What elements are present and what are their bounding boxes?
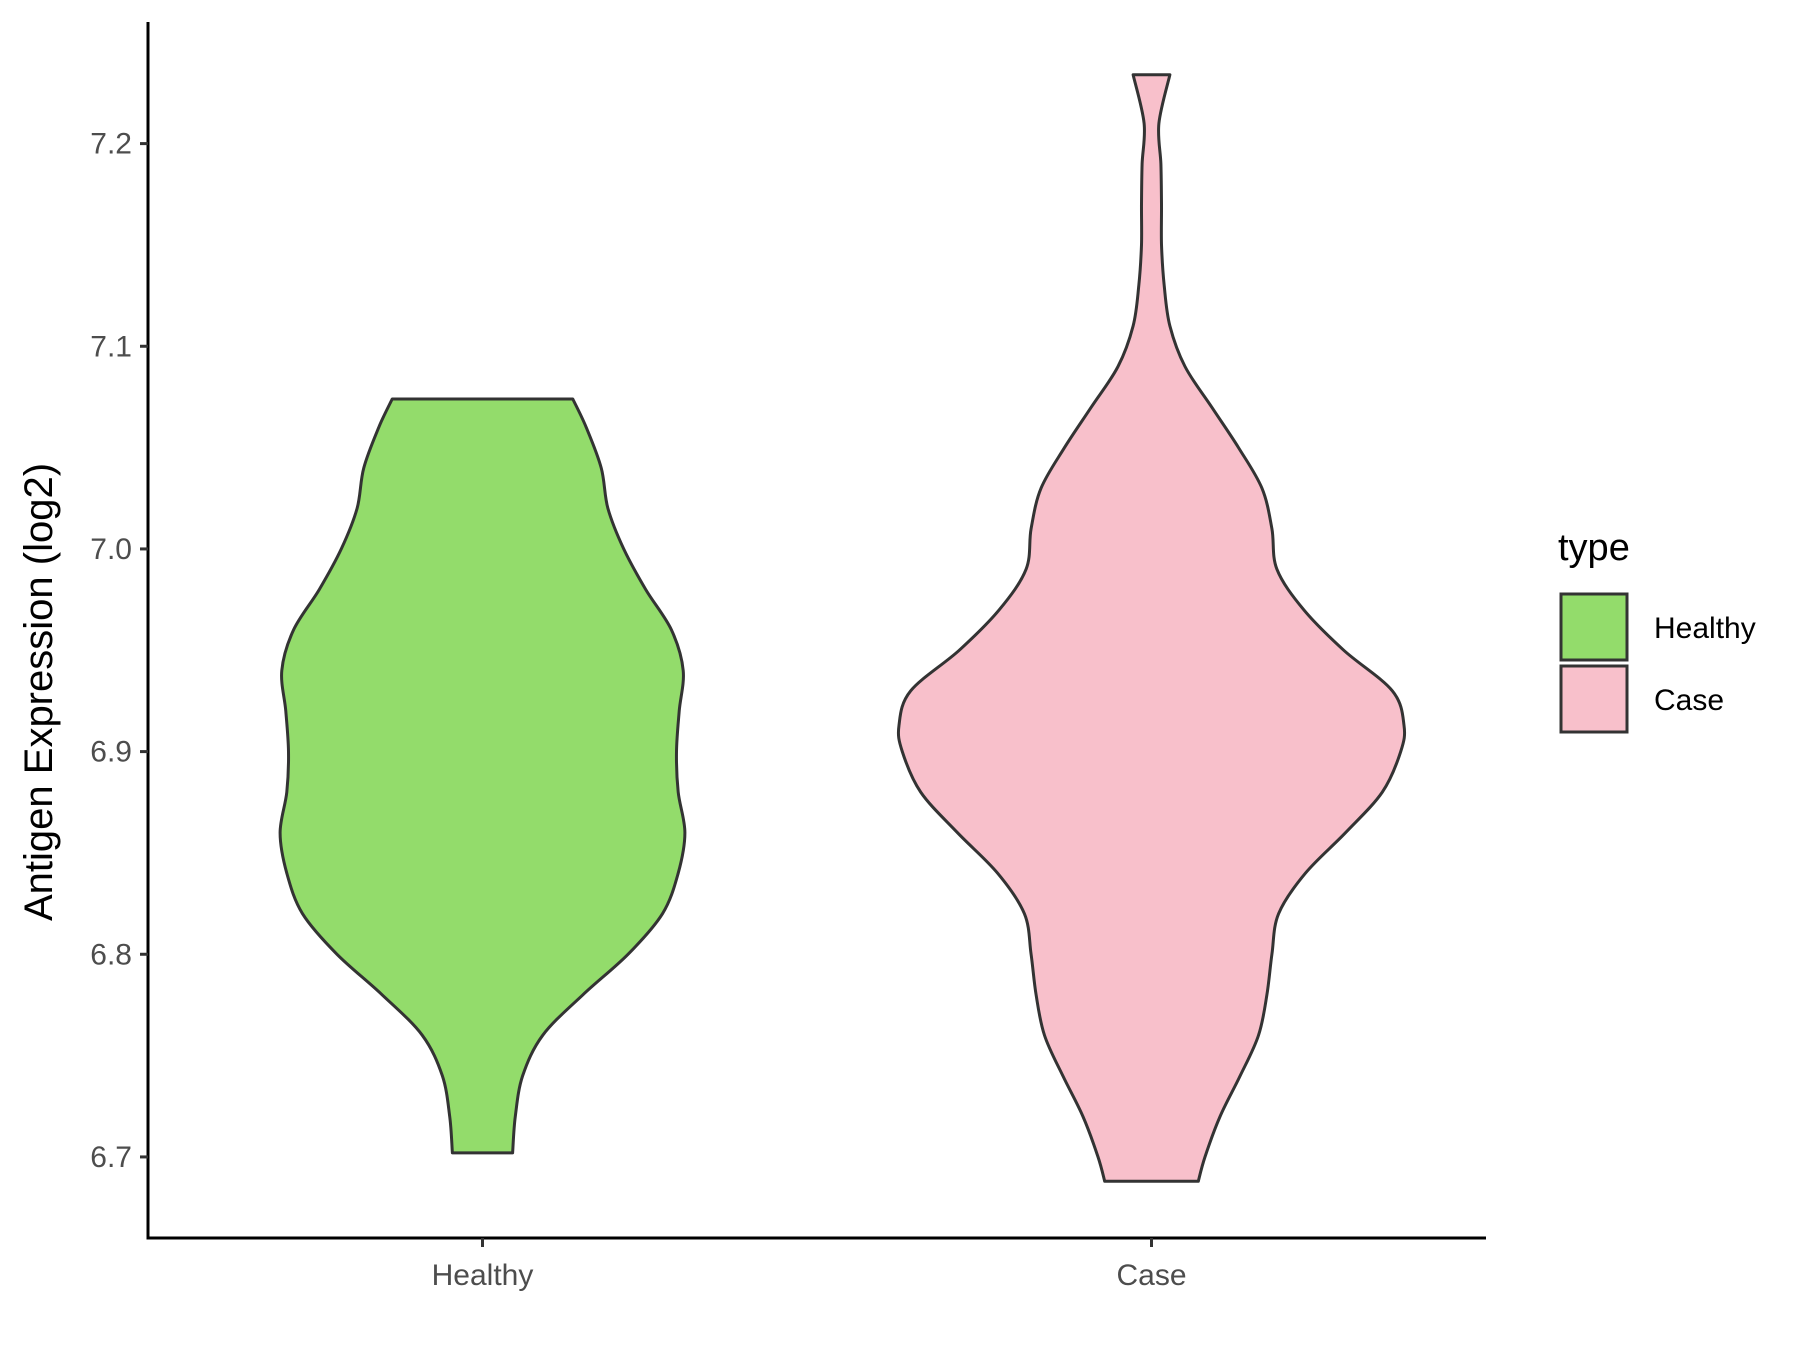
y-axis-ticks: 6.7 6.8 6.9 7.0 7.1 7.2 [90,128,148,1174]
y-tick-label: 6.9 [90,736,132,769]
violin-case [896,73,1407,1183]
x-tick-label: Healthy [432,1259,534,1292]
legend-title: type [1558,527,1630,569]
y-axis-title: Antigen Expression (log2) [17,463,61,921]
y-tick-label: 7.2 [90,128,132,161]
legend-entries: Healthy Case [1559,592,1756,734]
y-tick-label: 6.8 [90,938,132,971]
violin-layer [278,73,1407,1183]
y-tick-label: 7.1 [90,330,132,363]
x-tick-label: Case [1116,1259,1186,1292]
violin-healthy [278,397,687,1155]
legend-label-healthy: Healthy [1654,612,1756,645]
x-axis-ticks: Healthy Case [432,1238,1187,1292]
y-tick-label: 7.0 [90,533,132,566]
legend-key-case [1559,664,1629,734]
legend-label-case: Case [1654,684,1724,717]
legend-key-healthy [1559,592,1629,662]
y-tick-label: 6.7 [90,1141,132,1174]
legend: type Healthy Case [1558,527,1756,734]
